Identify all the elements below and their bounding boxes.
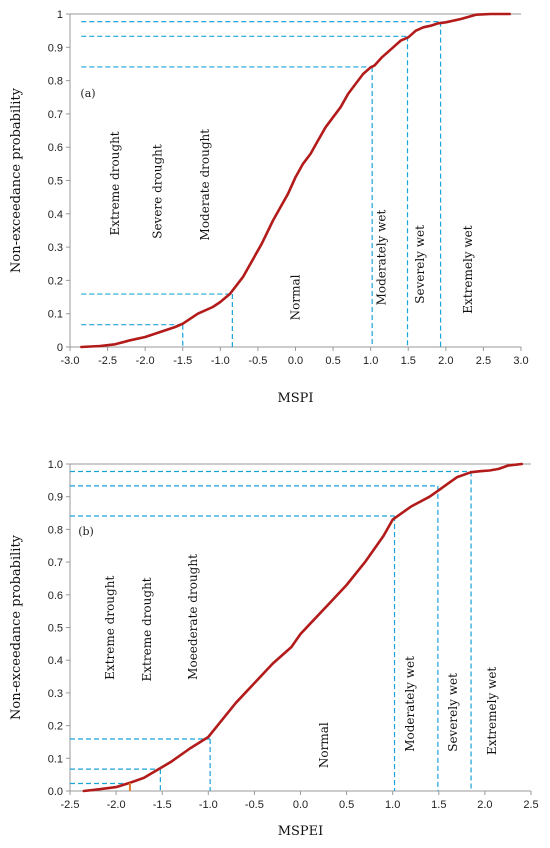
x-axis-label: MSPI — [277, 391, 313, 406]
x-tick-label: -1.0 — [199, 799, 218, 811]
x-tick-label: 2.0 — [438, 355, 453, 367]
y-tick-label: 0.9 — [48, 492, 63, 504]
category-label: Extreme drought — [108, 131, 122, 235]
category-label: Moderately wet — [375, 209, 389, 305]
category-label: Extremely wet — [485, 667, 499, 755]
y-tick-label: 0.5 — [48, 176, 63, 188]
x-tick-label: -0.5 — [245, 799, 264, 811]
y-tick-label: 0.2 — [48, 721, 63, 733]
chart-panel-a: -3.0 -2.5 -2.0 -1.5 -1.0 -0.5 0.0 0.5 1.0 1.5 2.0 2… — [9, 9, 529, 406]
category-label: Extremely wet — [461, 225, 475, 313]
x-tick-label: 0.5 — [325, 355, 340, 367]
y-tick-label: 1 — [57, 9, 63, 21]
category-label: Moderate drought — [198, 129, 212, 241]
y-tick-label: 0.9 — [48, 42, 63, 54]
y-tick-label: 0.1 — [48, 753, 63, 765]
x-tick-label: 2.5 — [523, 799, 538, 811]
x-tick-label: -3.0 — [61, 355, 80, 367]
y-tick-label: 0.2 — [48, 275, 63, 287]
y-axis-label: Non-exceedance probability — [9, 87, 24, 273]
x-tick-label: -2.5 — [98, 355, 117, 367]
x-tick-label: -0.5 — [248, 355, 267, 367]
y-axis-label: Non-exceedance probability — [9, 534, 24, 720]
x-tick-label: 0.5 — [339, 799, 354, 811]
category-label: Severe drought — [151, 144, 165, 239]
x-tick-label: -1.5 — [173, 355, 192, 367]
x-tick-label: 1.0 — [385, 799, 400, 811]
y-tick-label: 0.7 — [48, 557, 63, 569]
cdf-curve-line — [82, 462, 524, 793]
y-tick-label: 0.3 — [48, 242, 63, 254]
x-tick-label: -2.5 — [61, 799, 80, 811]
y-tick-label: 0.4 — [48, 655, 63, 667]
category-label: Extreme drought — [140, 577, 154, 681]
x-tick-label: 1.5 — [401, 355, 416, 367]
category-label: Severely wet — [413, 225, 427, 304]
y-tick-label: 0.0 — [48, 786, 63, 798]
y-tick-label: 0 — [57, 342, 63, 354]
y-tick-label: 0.6 — [48, 142, 63, 154]
y-tick-label: 0.6 — [48, 590, 63, 602]
x-tick-label: 1.0 — [363, 355, 378, 367]
y-tick-label: 0.4 — [48, 209, 63, 221]
y-tick-label: 0.5 — [48, 623, 63, 635]
y-tick-label: 0.8 — [48, 524, 63, 536]
category-label: Severely wet — [446, 673, 460, 752]
panel-label: (b) — [78, 525, 94, 538]
x-tick-label: 3.0 — [513, 355, 528, 367]
category-label: Extreme drought — [103, 576, 117, 680]
chart-panel-b: -2.5 -2.0 -1.5 -1.0 -0.5 0.0 0.5 1.0 1.5 2.0 2.5 0.… — [9, 459, 539, 839]
cdf-curve-line — [80, 12, 512, 349]
y-tick-label: 0.8 — [48, 76, 63, 88]
x-tick-label: 2.0 — [477, 799, 492, 811]
x-tick-label: 1.5 — [431, 799, 446, 811]
y-tick-label: 0.1 — [48, 309, 63, 321]
panel-label: (a) — [80, 87, 95, 100]
x-tick-label: -2.0 — [107, 799, 126, 811]
x-tick-label: 2.5 — [476, 355, 491, 367]
x-tick-label: -1.0 — [211, 355, 230, 367]
x-tick-label: -2.0 — [136, 355, 155, 367]
category-label: Moderately wet — [403, 656, 417, 752]
x-axis-label: MSPEI — [278, 824, 324, 839]
y-tick-label: 0.3 — [48, 688, 63, 700]
category-label: Normal — [288, 274, 302, 320]
y-tick-label: 0.7 — [48, 109, 63, 121]
x-tick-label: 0.0 — [288, 355, 303, 367]
y-tick-label: 1.0 — [48, 459, 63, 471]
category-label: Normal — [317, 722, 331, 768]
category-label: Moeederate drought — [186, 554, 200, 680]
x-tick-label: -1.5 — [153, 799, 172, 811]
x-tick-label: 0.0 — [293, 799, 308, 811]
